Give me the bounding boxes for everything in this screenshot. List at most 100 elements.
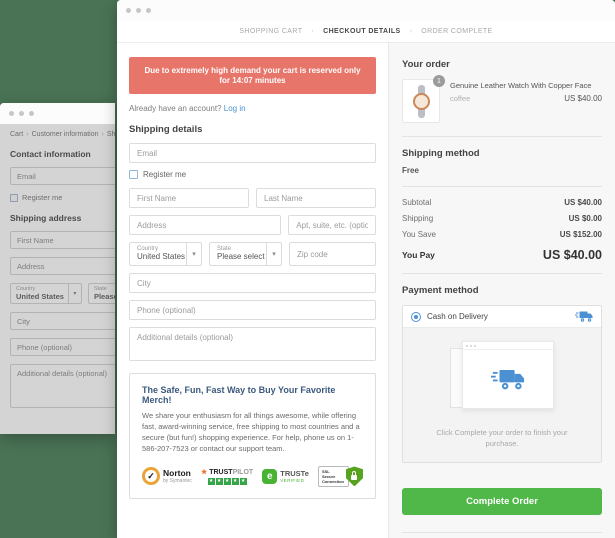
window-titlebar [117, 0, 615, 21]
your-order-heading: Your order [402, 59, 450, 70]
cod-illustration [446, 341, 558, 417]
ssl-line: Secure [321, 473, 336, 479]
zip-code-input[interactable] [289, 242, 376, 267]
breadcrumb-cart[interactable]: Cart [10, 131, 24, 138]
state-select-value: Please select [217, 252, 265, 262]
register-checkbox[interactable] [129, 170, 138, 180]
totals-section: Subtotal US $40.00 Shipping US $0.00 You… [402, 187, 602, 274]
apt-suite-input[interactable] [288, 215, 376, 236]
shipping-method-value: Free [402, 166, 419, 175]
country-select-label: Country [16, 286, 36, 292]
first-name-input[interactable] [129, 188, 249, 209]
chevron-down-icon: ▾ [186, 243, 201, 266]
step-checkout-details[interactable]: CHECKOUT DETAILS [323, 28, 401, 35]
delivery-truck-icon [491, 369, 525, 389]
chevron-down-icon: ▾ [266, 243, 281, 266]
you-pay-value: US $40.00 [542, 248, 602, 262]
window-control-dot[interactable] [126, 8, 131, 13]
truste-badge: e TRUSTe VERIFIED [262, 468, 309, 484]
state-select[interactable]: State Please select ▾ [209, 242, 282, 267]
breadcrumb-shipping-method[interactable]: Shipping method [106, 131, 115, 138]
window-control-dot[interactable] [19, 111, 24, 116]
step-order-complete[interactable]: ORDER COMPLETE [421, 28, 493, 35]
order-item-row: 1 Genuine Leather Watch With Copper Face… [402, 75, 602, 137]
you-pay-label: You Pay [402, 250, 435, 260]
additional-details-field[interactable]: Additional details (optional) [10, 364, 115, 408]
trustpilot-badge: ★ TRUSTPILOT ★ ★ ★ ★ ★ [201, 468, 253, 485]
trustpilot-name-a: TRUST [209, 468, 233, 476]
shipping-value: US $0.00 [568, 214, 602, 223]
state-select-label: State [93, 286, 107, 292]
shipping-method-section: Shipping method Free [402, 137, 602, 187]
step-shopping-cart[interactable]: SHOPPING CART [239, 28, 303, 35]
window-control-dot[interactable] [9, 111, 14, 116]
payment-option-label: Cash on Delivery [427, 312, 488, 321]
subtotal-label: Subtotal [402, 198, 432, 207]
city-input[interactable] [129, 273, 376, 294]
trust-body: We share your enthusiasm for all things … [142, 411, 360, 453]
watch-face-graphic [413, 93, 430, 110]
login-link[interactable]: Log in [223, 104, 246, 114]
trustpilot-stars: ★ ★ ★ ★ ★ [201, 477, 253, 485]
register-me-option[interactable]: Register me [10, 193, 115, 202]
star-icon: ★ [215, 477, 223, 485]
shipping-row: Shipping US $0.00 [402, 214, 602, 223]
register-me-option[interactable]: Register me [129, 170, 376, 180]
product-title: Genuine Leather Watch With Copper Face [450, 81, 592, 90]
payment-caption: Click Complete your order to finish your… [436, 428, 568, 448]
email-input[interactable] [129, 143, 376, 164]
state-select-value: Please select [93, 292, 115, 301]
contact-information-heading: Contact information [10, 149, 91, 159]
state-select[interactable]: State Please select ▾ [87, 283, 115, 304]
you-pay-row: You Pay US $40.00 [402, 248, 602, 262]
star-icon: ★ [223, 477, 231, 485]
background-cart-window[interactable]: Cart›Customer information›Shipping metho… [0, 103, 115, 434]
address-field[interactable]: Address [10, 257, 115, 275]
account-prompt: Already have an account? Log in [129, 104, 376, 113]
payment-radio[interactable] [411, 311, 421, 322]
phone-input[interactable] [129, 300, 376, 321]
shipping-label: Shipping [402, 214, 434, 223]
window-control-dot[interactable] [29, 111, 34, 116]
you-save-value: US $152.00 [559, 230, 602, 239]
ssl-badge: SSL Secure Connection [317, 465, 363, 488]
register-label: Register me [143, 170, 187, 180]
first-name-field[interactable]: First Name [10, 231, 115, 249]
star-icon: ★ [231, 477, 239, 485]
norton-sub: by Symantec [163, 477, 192, 484]
account-prompt-text: Already have an account? [129, 104, 222, 114]
step-separator-icon: › [409, 28, 413, 35]
city-field[interactable]: City [10, 312, 115, 330]
cash-on-delivery-option[interactable]: Cash on Delivery [403, 306, 601, 328]
register-checkbox[interactable] [10, 193, 18, 202]
chevron-down-icon: ▾ [67, 284, 81, 303]
trust-box: The Safe, Fun, Fast Way to Buy Your Favo… [129, 373, 376, 500]
checkout-steps: SHOPPING CART › CHECKOUT DETAILS › ORDER… [117, 21, 615, 43]
you-save-row: You Save US $152.00 [402, 230, 602, 239]
background-window-content: Cart›Customer information›Shipping metho… [0, 124, 115, 434]
product-thumbnail: 1 [402, 75, 445, 123]
email-field[interactable]: Email [10, 167, 115, 185]
phone-field[interactable]: Phone (optional) [10, 338, 115, 356]
browser-window-front-graphic [462, 341, 554, 409]
additional-details-textarea[interactable] [129, 327, 376, 362]
country-select[interactable]: Country United States ▾ [129, 242, 202, 267]
country-select[interactable]: Country United States ▾ [10, 283, 82, 304]
payment-method-body: Click Complete your order to finish your… [403, 328, 601, 462]
breadcrumb-separator-icon: › [26, 131, 29, 138]
cart-reserved-alert: Due to extremely high demand your cart i… [129, 57, 376, 95]
window-control-dot[interactable] [146, 8, 151, 13]
window-titlebar [0, 103, 115, 124]
address-input[interactable] [129, 215, 282, 236]
window-control-dot[interactable] [136, 8, 141, 13]
star-icon: ★ [207, 477, 215, 485]
country-select-label: Country [137, 246, 159, 253]
product-price: US $40.00 [564, 94, 602, 103]
last-name-input[interactable] [256, 188, 376, 209]
shipping-address-heading: Shipping address [10, 213, 82, 223]
subtotal-row: Subtotal US $40.00 [402, 198, 602, 207]
complete-order-button[interactable]: Complete Order [402, 487, 602, 515]
breadcrumb-customer-info[interactable]: Customer information [31, 131, 99, 138]
breadcrumb-separator-icon: › [101, 131, 104, 138]
star-icon: ★ [239, 477, 247, 485]
